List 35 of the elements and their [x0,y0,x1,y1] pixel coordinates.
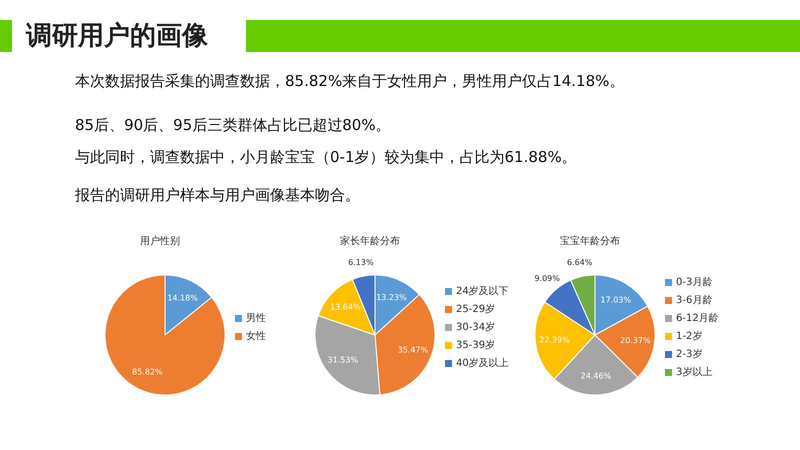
data-label: 17.03% [600,295,632,304]
legend-label: 3-6月龄 [676,295,712,306]
legend-label: 0-3月龄 [676,277,712,288]
chart-title: 家长年龄分布 [339,234,401,248]
legend-label: 1-2岁 [676,331,702,342]
legend-label: 24岁及以下 [456,286,509,297]
pie-slice [104,274,226,396]
legend-label: 3岁以上 [676,367,712,378]
legend-label: 40岁及以上 [456,358,509,369]
data-label: 20.37% [620,336,652,346]
data-label: 13.23% [376,293,408,302]
data-label: 9.09% [534,274,560,284]
data-label: 35.47% [398,345,429,354]
legend-label: 35-39岁 [456,340,496,351]
legend-label: 2-3岁 [676,349,702,360]
data-label: 85.82% [132,367,164,376]
data-label: 24.46% [580,371,612,380]
chart-title: 用户性别 [139,234,181,248]
text: 本次数据报告采集的调查数据，85.82%来自于女性用户，男性用户仅占14.18%。 [75,72,624,91]
legend-label: 6-12月龄 [676,313,719,324]
text: 与此同时，调查数据中，小月龄宝宝（0-1岁）较为集中，占比为61.88%。 [75,148,577,167]
data-label: 6.64% [566,258,593,268]
legend-label: 25-29岁 [456,304,496,315]
legend-label: 30-34岁 [456,322,496,333]
legend-label: 女性 [246,331,266,342]
data-label: 14.18% [167,294,198,303]
data-label: 31.53% [328,356,358,365]
text: 报告的调研用户样本与用户画像基本吻合。 [75,186,360,205]
data-label: 13.64% [330,302,361,312]
legend-label: 男性 [246,313,266,324]
data-label: 22.39% [539,335,570,344]
text: 调研用户的画像 [26,20,208,53]
data-label: 6.13% [348,258,374,267]
text: 85后、90后、95后三类群体占比已超过80%。 [75,116,391,135]
chart-title: 宝宝年龄分布 [559,234,621,248]
